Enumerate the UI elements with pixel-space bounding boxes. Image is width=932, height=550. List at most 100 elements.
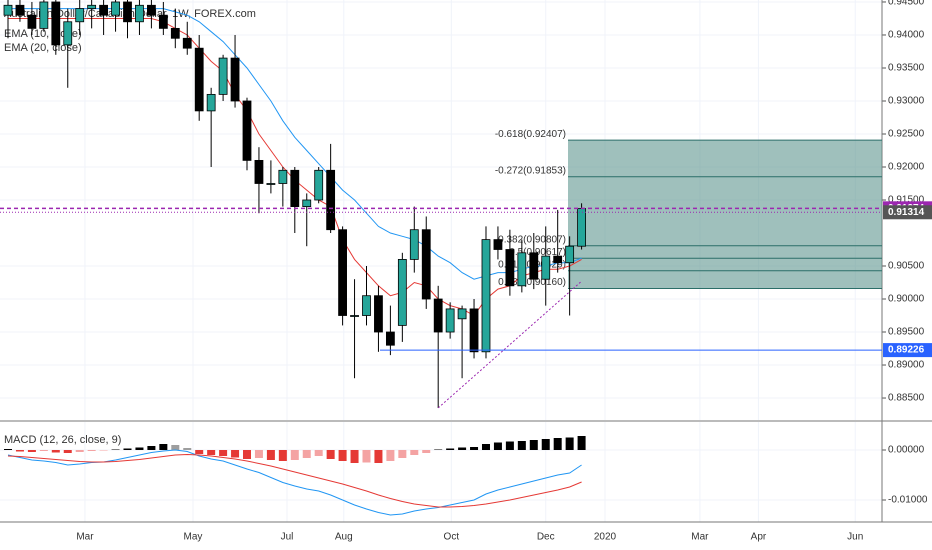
candle-body [445, 308, 455, 333]
y-tick-label: 0.92000 [888, 162, 925, 173]
x-tick-label: Mar [691, 532, 709, 543]
macd-bar [4, 449, 13, 450]
macd-bar [159, 444, 168, 450]
fib-label: 0.786(0.90160) [498, 277, 566, 288]
candle-body [397, 259, 407, 326]
x-tick-label: Apr [751, 532, 767, 543]
macd-bar [75, 450, 84, 452]
candle-body [385, 331, 395, 346]
macd-bar [290, 450, 299, 460]
x-tick-label: 2020 [594, 532, 617, 543]
macd-bar [135, 447, 144, 450]
price-label: 0.91314 [888, 207, 925, 218]
candle-body [493, 239, 503, 250]
macd-bar [350, 450, 359, 463]
price-label: 0.89226 [888, 345, 925, 356]
macd-bar [314, 450, 323, 456]
candle-body [218, 57, 228, 95]
candle-body [553, 255, 563, 264]
legend-entry: EMA (20, close) [4, 42, 82, 54]
x-tick-label: Mar [76, 532, 94, 543]
candle-body [421, 229, 431, 300]
candle-body [409, 229, 419, 260]
macd-bar [183, 448, 192, 450]
macd-bar [434, 449, 443, 450]
macd-bar [541, 439, 550, 450]
candle-body [433, 298, 443, 333]
macd-bar [219, 450, 228, 456]
candle-body [457, 308, 467, 320]
macd-bar [505, 441, 514, 450]
y-tick-label: 0.93500 [888, 63, 925, 74]
ema-line [8, 8, 582, 280]
y-tick-label: 0.89000 [888, 360, 925, 371]
x-tick-label: Oct [444, 532, 460, 543]
y-tick-label: 0.91500 [888, 195, 925, 206]
macd-bar [99, 450, 108, 451]
y-tick-label: 0.88500 [888, 393, 925, 404]
trendline [437, 280, 582, 409]
indicator-title: MACD (12, 26, close, 9) [4, 434, 121, 446]
candle-body [63, 21, 73, 46]
y-tick-label: 0.00000 [888, 445, 925, 456]
candle-body [158, 14, 168, 29]
x-tick-label: Jul [281, 532, 294, 543]
candle-body [565, 245, 575, 264]
candle-body [529, 252, 539, 280]
legend-entry: EMA (10, close) [4, 28, 82, 40]
candle-body [374, 295, 383, 333]
y-tick-label: 0.94500 [888, 0, 925, 8]
candle-body [254, 159, 264, 184]
y-tick-label: -0.01000 [888, 495, 928, 506]
macd-bar [553, 438, 562, 450]
y-tick-label: 0.90500 [888, 261, 925, 272]
macd-bar [27, 450, 36, 452]
candle-body [75, 8, 85, 23]
candle-body [15, 4, 25, 16]
candle-body [87, 4, 97, 9]
macd-bar [493, 442, 502, 450]
macd-bar [565, 437, 574, 450]
candle-body [111, 1, 120, 16]
candle-body [27, 14, 37, 29]
candle-body [230, 57, 240, 102]
candle-body [350, 315, 359, 317]
macd-bar [195, 450, 204, 454]
macd-bar [266, 450, 275, 460]
macd-bar [15, 450, 24, 452]
candle-body [469, 308, 479, 353]
macd-bar [87, 450, 96, 451]
macd-bar [458, 447, 467, 450]
candle-body [182, 37, 192, 49]
macd-bar [51, 450, 60, 453]
y-tick-label: 0.94000 [888, 30, 925, 41]
macd-bar [302, 450, 311, 458]
macd-bar [123, 448, 132, 450]
macd-bar [410, 450, 419, 455]
x-tick-label: Jun [847, 532, 863, 543]
x-tick-label: Dec [537, 532, 555, 543]
candle-body [517, 252, 527, 287]
macd-bar [446, 448, 455, 450]
macd-bar [207, 450, 216, 455]
macd-bar [147, 446, 156, 450]
macd-bar [254, 450, 263, 458]
fib-label: -0.272(0.91853) [495, 165, 566, 176]
macd-bar [278, 450, 287, 461]
macd-bar [231, 450, 240, 458]
x-tick-label: May [184, 532, 203, 543]
candle-body [170, 27, 180, 39]
candle-body [314, 169, 324, 201]
macd-bar [111, 449, 120, 450]
candle-body [577, 208, 586, 247]
macd-bar [517, 441, 526, 450]
macd-bar [398, 450, 407, 458]
fib-area [568, 140, 882, 289]
macd-bar [326, 450, 335, 459]
macd-bar [422, 450, 431, 453]
candle-body [541, 255, 551, 280]
y-tick-label: 0.92500 [888, 129, 925, 140]
macd-bar [374, 450, 383, 463]
macd-bar [171, 445, 180, 450]
